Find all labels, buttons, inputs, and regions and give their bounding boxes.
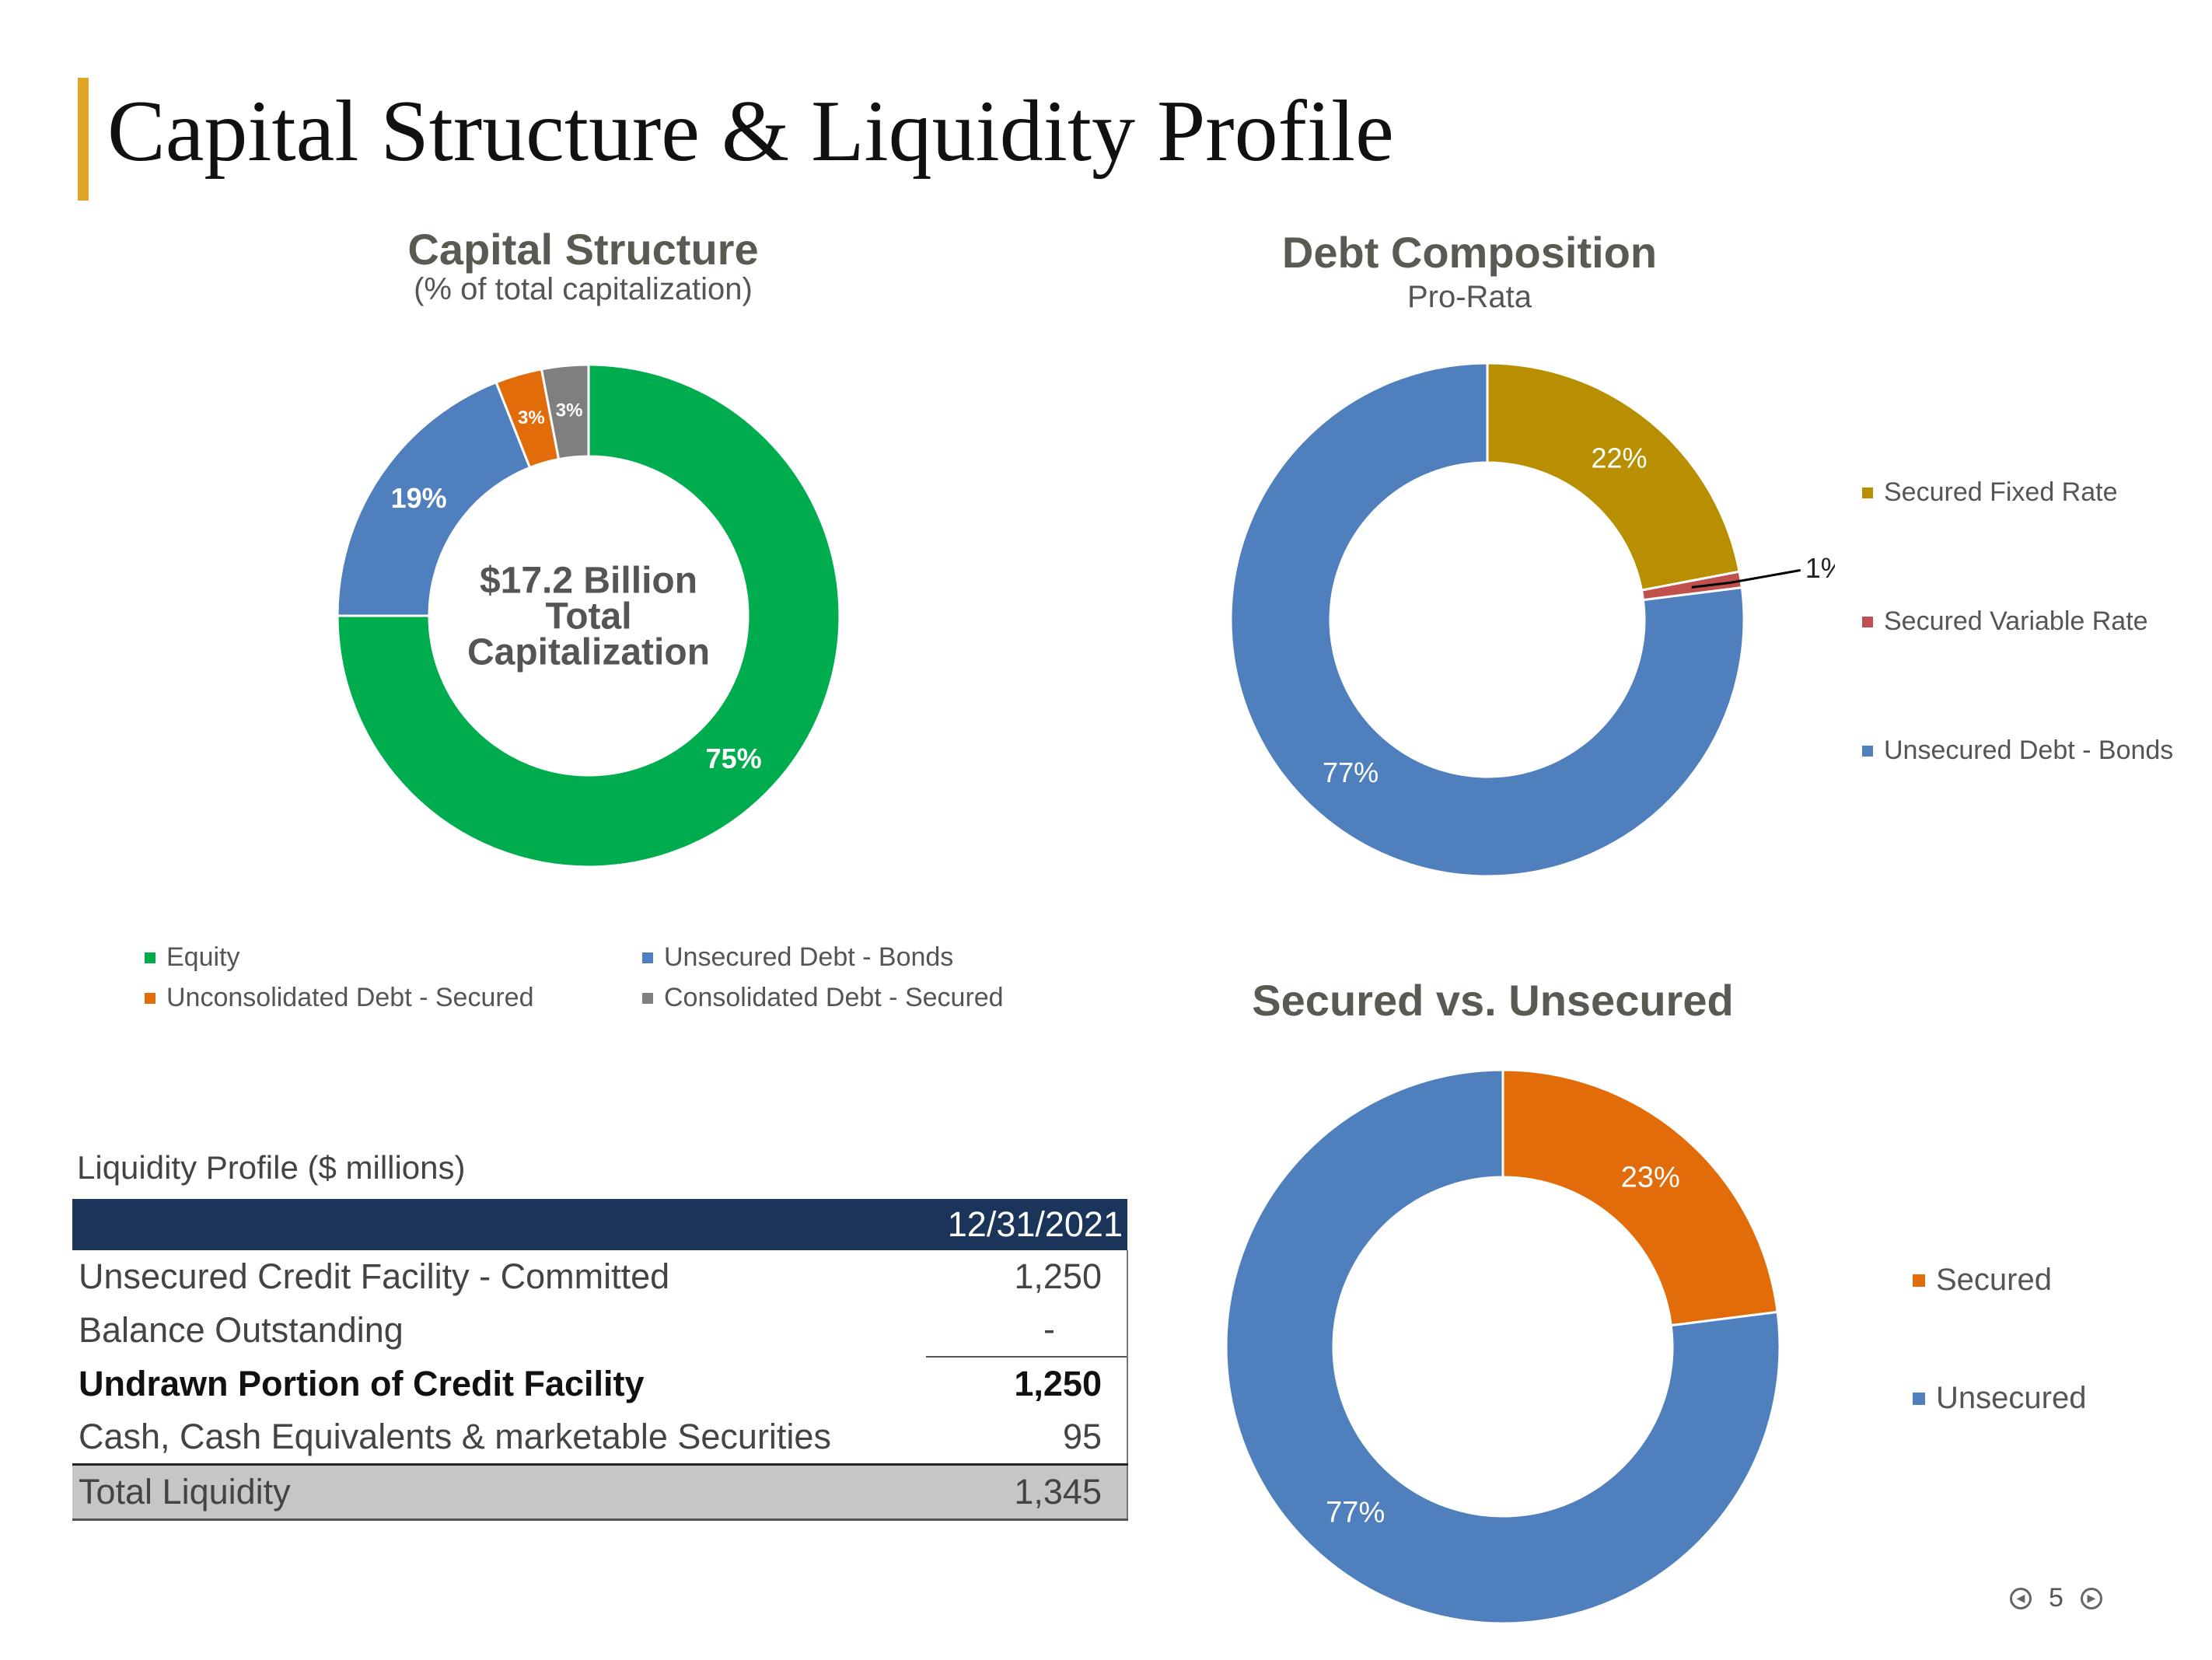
prev-page-icon[interactable]: ◀ (2010, 1587, 2032, 1609)
chart-subtitle-capital-structure: (% of total capitalization) (414, 272, 753, 306)
legend-item-consolidated-secured: Consolidated Debt - Secured (642, 983, 1004, 1013)
row-label: Balance Outstanding (79, 1309, 404, 1350)
table-header-blank (72, 1199, 926, 1250)
table-row: Balance Outstanding - (72, 1303, 1129, 1357)
row-value: 1,250 (925, 1356, 1129, 1410)
row-label: Undrawn Portion of Credit Facility (79, 1363, 645, 1403)
table-row: Undrawn Portion of Credit Facility 1,250 (72, 1356, 1129, 1410)
legend-swatch (1862, 616, 1873, 627)
legend-swatch (1862, 745, 1873, 757)
page-title: Capital Structure & Liquidity Profile (107, 83, 1394, 180)
pager: ◀ 5 ▶ (2010, 1583, 2102, 1613)
data-label: 3% (556, 400, 583, 421)
row-label: Unsecured Credit Facility - Committed (79, 1256, 670, 1296)
data-label: 75% (706, 743, 762, 774)
liquidity-title: Liquidity Profile ($ millions) (77, 1149, 466, 1186)
data-label: 3% (518, 407, 545, 428)
donut-slice-secured-fixed-rate (1486, 362, 1741, 592)
row-label: Cash, Cash Equivalents & marketable Secu… (79, 1417, 831, 1456)
center-label-line: Total (545, 596, 631, 638)
row-value: - (925, 1303, 1129, 1357)
donut-slice-equity (336, 363, 841, 868)
chart-title-capital-structure: Capital Structure (407, 225, 759, 274)
legend-label: Secured Variable Rate (1884, 606, 2148, 636)
page-number: 5 (2049, 1583, 2063, 1613)
liquidity-table: 12/31/2021 Unsecured Credit Facility - C… (72, 1199, 1129, 1521)
legend-swatch (1913, 1274, 1925, 1287)
legend-item-secured-variable: Secured Variable Rate (1862, 606, 2148, 637)
center-label-line: $17.2 Billion (480, 561, 697, 602)
donut-slice-consolidated-debt-secured (540, 363, 590, 461)
legend-swatch (642, 992, 653, 1004)
legend-item-unsecured: Unsecured (1913, 1381, 2086, 1416)
center-label-line: Capitalization (467, 632, 710, 673)
title-accent-bar (78, 78, 89, 201)
data-label: 77% (1326, 1496, 1385, 1529)
table-row: Unsecured Credit Facility - Committed 1,… (72, 1250, 1129, 1303)
legend-swatch (1862, 487, 1873, 498)
donut-slice-unsecured (1225, 1068, 1781, 1625)
chart-title-secured-vs-unsecured: Secured vs. Unsecured (1252, 976, 1734, 1025)
leader-line (1691, 568, 1801, 589)
legend-swatch (145, 992, 156, 1004)
legend-item-unsecured-bonds-2: Unsecured Debt - Bonds (1862, 736, 2173, 766)
chart-title-debt-composition: Debt Composition (1281, 228, 1658, 277)
capital-structure-donut: 75% 19% 3% 3% $17.2 BillionTotalCapitalizati… (336, 363, 841, 868)
donut-slice-unsecured-debt-bonds (1229, 362, 1745, 878)
debt-composition-donut: 22% 77% 1% (1229, 362, 1835, 878)
row-value: 95 (925, 1410, 1129, 1465)
donut-slice-secured (1501, 1068, 1779, 1327)
legend-label: Equity (166, 942, 240, 972)
table-header-date: 12/31/2021 (925, 1199, 1127, 1250)
donut-slice-unsecured-debt-bonds (336, 380, 532, 617)
secured-vs-unsecured-donut: 23% 77% (1225, 1068, 1781, 1625)
legend-item-unsecured-bonds: Unsecured Debt - Bonds (642, 942, 953, 973)
legend-label: Consolidated Debt - Secured (664, 983, 1004, 1012)
table-row-total: Total Liquidity 1,345 (72, 1463, 1129, 1521)
data-label: 19% (391, 482, 447, 514)
legend-swatch (642, 952, 653, 963)
row-value: 1,345 (925, 1463, 1129, 1521)
legend-swatch (145, 952, 156, 963)
legend-label: Secured (1936, 1263, 2052, 1297)
legend-label: Unsecured Debt - Bonds (664, 942, 954, 972)
data-label: 22% (1592, 442, 1648, 474)
legend-item-secured: Secured (1913, 1263, 2052, 1298)
table-row: Cash, Cash Equivalents & marketable Secu… (72, 1410, 1129, 1465)
table-header-row: 12/31/2021 (72, 1199, 1127, 1250)
legend-item-secured-fixed: Secured Fixed Rate (1862, 477, 2118, 508)
legend-label: Secured Fixed Rate (1884, 477, 2118, 507)
data-label: 77% (1323, 757, 1379, 788)
next-page-icon[interactable]: ▶ (2080, 1587, 2102, 1609)
row-value: 1,250 (925, 1250, 1129, 1303)
legend-swatch (1913, 1392, 1925, 1405)
legend-label: Unconsolidated Debt - Secured (166, 983, 534, 1012)
row-label: Total Liquidity (72, 1463, 926, 1521)
legend-label: Unsecured (1936, 1381, 2087, 1415)
legend-item-unconsolidated-secured: Unconsolidated Debt - Secured (145, 983, 534, 1013)
chart-subtitle-debt-composition: Pro-Rata (1407, 280, 1532, 314)
legend-label: Unsecured Debt - Bonds (1884, 736, 2174, 765)
data-label: 1% (1805, 552, 1835, 584)
data-label: 23% (1621, 1162, 1680, 1194)
legend-item-equity: Equity (145, 942, 240, 973)
